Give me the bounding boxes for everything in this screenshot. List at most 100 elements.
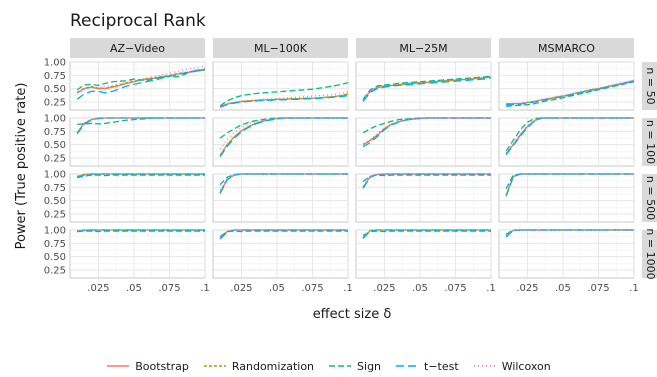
x-tick-label: .05 xyxy=(126,283,142,294)
series-line-ttest xyxy=(362,77,492,102)
facet-strip-0 xyxy=(70,38,205,58)
series-line-wilcoxon xyxy=(362,229,491,237)
series-line-ttest xyxy=(219,94,349,108)
series-line-wilcoxon xyxy=(506,79,635,105)
series-line-wilcoxon xyxy=(219,229,348,237)
series-line-sign xyxy=(77,117,205,126)
series-line-ttest xyxy=(362,117,491,148)
facet-panel xyxy=(355,117,492,167)
facet-row-strip-1 xyxy=(642,118,657,166)
legend-key xyxy=(396,365,419,367)
series-line-sign xyxy=(362,230,491,236)
x-tick-label: .025 xyxy=(230,283,252,294)
facet-panel xyxy=(69,117,206,167)
series-line-sign xyxy=(219,82,349,107)
x-tick-label: .05 xyxy=(555,283,571,294)
x-tick-label: .1 xyxy=(343,283,353,294)
legend-key xyxy=(107,365,130,367)
x-tick-label: .025 xyxy=(516,283,538,294)
series-line-wilcoxon xyxy=(505,173,634,195)
series-line-randomization xyxy=(77,229,205,232)
facet-row-strip-0 xyxy=(642,62,657,110)
x-tick-label: .025 xyxy=(87,283,109,294)
series-line-wilcoxon xyxy=(219,91,349,108)
x-tick-label: .1 xyxy=(629,283,639,294)
facet-panel xyxy=(355,229,492,279)
facet-strip-2 xyxy=(356,38,491,58)
facet-panel xyxy=(69,229,206,279)
facet-panels: AZ−Video ML−100K ML−25M MSMARCO n = 50 n = 10… xyxy=(44,38,657,294)
facet-column-label: AZ−Video xyxy=(110,42,165,55)
y-tick-label: 0.75 xyxy=(44,71,66,82)
y-tick-label: 0.50 xyxy=(44,252,66,263)
facet-panel xyxy=(498,117,635,167)
facet-column-label: MSMARCO xyxy=(538,42,595,55)
series-line-ttest xyxy=(76,68,206,100)
series-line-randomization xyxy=(219,93,349,107)
facet-panel xyxy=(355,173,492,223)
x-axis-title: effect size δ xyxy=(313,307,392,322)
facet-column-label: ML−100K xyxy=(254,42,308,55)
legend-key xyxy=(473,365,496,367)
legend-label: Sign xyxy=(357,359,382,373)
x-tick-label: .075 xyxy=(587,283,609,294)
chart-title: Reciprocal Rank xyxy=(70,11,206,31)
y-tick-label: 0.50 xyxy=(44,140,66,151)
series-line-sign xyxy=(219,230,348,237)
x-tick-label: .025 xyxy=(373,283,395,294)
legend-item: Sign xyxy=(328,360,381,373)
series-line-ttest xyxy=(77,229,205,233)
x-tick-label: .075 xyxy=(158,283,180,294)
y-tick-label: 0.25 xyxy=(44,210,66,221)
facet-panel xyxy=(69,61,206,111)
x-tick-label: .1 xyxy=(486,283,496,294)
y-tick-label: 0.50 xyxy=(44,196,66,207)
x-tick-label: .05 xyxy=(412,283,428,294)
y-axis-title: Power (True positive rate) xyxy=(14,83,29,250)
y-tick-label: 0.25 xyxy=(44,154,66,165)
legend-label: Bootstrap xyxy=(135,359,189,373)
legend-label: t−test xyxy=(424,359,459,373)
y-tick-label: 1.00 xyxy=(44,170,66,181)
series-line-wilcoxon xyxy=(219,173,348,191)
series-line-sign xyxy=(76,68,206,91)
series-line-ttest xyxy=(506,80,635,106)
series-line-sign xyxy=(362,174,491,182)
facet-row-label: n = 1000 xyxy=(644,228,657,279)
series-line-sign xyxy=(76,174,205,179)
x-tick-label: .075 xyxy=(444,283,466,294)
y-tick-label: 0.25 xyxy=(44,266,66,277)
facet-row-label: n = 50 xyxy=(644,67,657,104)
facet-panel xyxy=(212,229,349,279)
facet-panel xyxy=(498,173,635,223)
legend-label: Randomization xyxy=(231,359,315,373)
legend: Bootstrap Randomization Sign t−test Wilcoxon xyxy=(0,357,657,375)
legend-item: Bootstrap xyxy=(106,360,189,373)
x-tick-label: .1 xyxy=(200,283,210,294)
legend-item: Randomization xyxy=(203,360,314,373)
y-tick-label: 0.75 xyxy=(44,183,66,194)
legend-key xyxy=(329,365,352,367)
series-line-wilcoxon xyxy=(76,173,205,177)
y-tick-label: 0.75 xyxy=(44,127,66,138)
facet-panel xyxy=(212,117,349,167)
series-line-randomization xyxy=(76,173,205,178)
y-tick-label: 0.75 xyxy=(44,239,66,250)
y-tick-label: 1.00 xyxy=(44,114,66,125)
series-line-ttest xyxy=(362,173,491,189)
facet-row-label: n = 100 xyxy=(644,120,657,164)
series-line-ttest xyxy=(219,117,348,158)
legend-item: t−test xyxy=(395,360,459,373)
x-tick-label: .05 xyxy=(269,283,285,294)
legend-label: Wilcoxon xyxy=(501,359,551,373)
series-line-sign xyxy=(77,230,205,233)
series-line-wilcoxon xyxy=(505,229,634,236)
facet-column-label: ML−25M xyxy=(399,42,447,55)
y-tick-label: 0.25 xyxy=(44,98,66,109)
x-tick-label: .075 xyxy=(301,283,323,294)
facet-row-strip-2 xyxy=(642,174,657,222)
facet-row-label: n = 500 xyxy=(644,176,657,220)
facet-strip-1 xyxy=(213,38,348,58)
facet-panel xyxy=(212,173,349,223)
